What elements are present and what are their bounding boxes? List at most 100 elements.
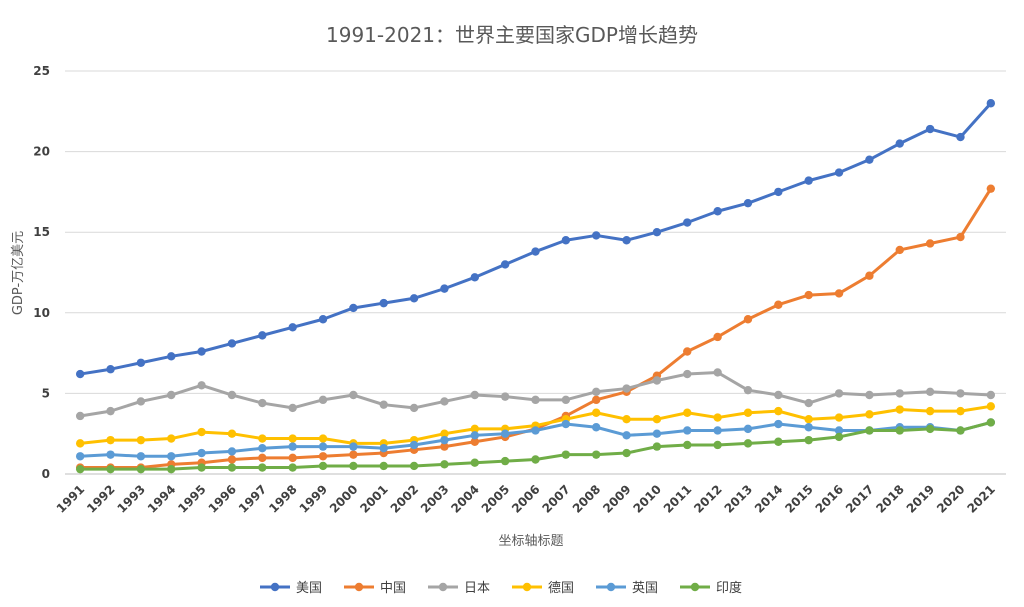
data-point: [561, 236, 571, 245]
data-point: [531, 395, 540, 405]
data-point: [106, 435, 115, 445]
data-point: [925, 406, 935, 416]
data-point: [834, 389, 844, 398]
data-point: [652, 429, 662, 438]
x-tick-label: 1992: [84, 482, 118, 516]
data-point: [592, 408, 601, 417]
data-point: [409, 403, 419, 413]
data-point: [774, 390, 783, 400]
data-point: [227, 429, 237, 438]
data-point: [470, 437, 479, 446]
series-line: [79, 102, 992, 376]
data-point: [622, 384, 631, 393]
data-point: [834, 413, 844, 422]
y-tick-label: 20: [33, 145, 50, 159]
x-tick-label: 2006: [509, 482, 543, 516]
data-point: [75, 369, 85, 379]
data-point: [652, 442, 662, 451]
data-point: [592, 231, 601, 240]
data-point: [743, 439, 753, 448]
data-point: [743, 408, 753, 417]
data-point: [349, 303, 358, 313]
data-point: [956, 132, 965, 142]
data-point: [227, 455, 237, 464]
data-point: [683, 440, 692, 450]
legend: 美国 中国 日本 德国 英国 印度: [260, 580, 742, 596]
y-axis-label: GDP-万亿美元: [11, 231, 26, 315]
series-5: [75, 418, 996, 474]
legend-swatch-marker: [522, 582, 532, 592]
x-tick-label: 2005: [479, 482, 513, 516]
series-0: [75, 99, 996, 379]
data-point: [865, 155, 874, 164]
x-tick-label: 1996: [206, 482, 240, 516]
series-line: [79, 370, 991, 418]
data-point: [622, 414, 631, 424]
data-point: [136, 358, 146, 367]
data-point: [197, 463, 206, 472]
data-point: [440, 397, 449, 406]
data-point: [652, 376, 662, 385]
data-point: [106, 450, 115, 459]
data-point: [561, 419, 571, 429]
data-point: [804, 414, 813, 424]
x-axis-label: 坐标轴标题: [498, 534, 563, 549]
data-point: [288, 453, 297, 463]
data-point: [561, 450, 571, 459]
legend-item-5: 印度: [680, 580, 742, 596]
data-point: [197, 448, 206, 458]
data-point: [713, 413, 722, 422]
data-point: [804, 290, 813, 300]
data-point: [318, 442, 328, 451]
y-tick-label: 0: [42, 467, 50, 481]
x-tick-label: 2017: [843, 482, 877, 516]
data-point: [318, 315, 328, 324]
data-point: [713, 332, 722, 342]
x-tick-label: 2002: [388, 482, 422, 516]
data-point: [895, 245, 904, 255]
data-point: [318, 434, 328, 443]
x-tick-label: 1993: [114, 482, 148, 516]
x-tick-label: 2003: [418, 482, 452, 516]
legend-label: 英国: [632, 581, 658, 596]
data-point: [318, 395, 328, 405]
data-point: [288, 434, 297, 443]
data-point: [865, 410, 874, 419]
data-point: [75, 411, 85, 421]
x-tick-label: 1999: [297, 482, 331, 516]
data-point: [683, 408, 692, 417]
data-point: [986, 402, 996, 411]
data-point: [227, 447, 237, 456]
data-point: [804, 176, 813, 185]
data-point: [288, 463, 297, 472]
data-point: [925, 124, 935, 134]
data-point: [227, 463, 237, 472]
data-point: [349, 450, 358, 459]
data-point: [683, 369, 692, 379]
grid-lines: [65, 70, 1006, 475]
data-point: [197, 427, 206, 437]
data-point: [288, 323, 297, 332]
data-point: [865, 426, 874, 435]
x-tick-label: 2011: [661, 482, 695, 516]
data-point: [895, 139, 904, 148]
x-tick-label: 2004: [448, 482, 482, 516]
data-point: [774, 437, 783, 446]
data-point: [288, 403, 297, 413]
data-point: [925, 424, 935, 434]
y-axis-ticks: 0 5 10 15 20 25: [33, 64, 50, 481]
data-point: [531, 426, 540, 435]
data-point: [834, 432, 844, 442]
y-tick-label: 10: [33, 306, 50, 320]
data-point: [470, 273, 479, 282]
data-point: [500, 429, 510, 438]
y-tick-label: 25: [33, 64, 50, 78]
x-tick-label: 2007: [539, 482, 573, 516]
y-tick-label: 15: [33, 225, 50, 239]
data-point: [258, 434, 267, 443]
data-point: [379, 298, 388, 308]
data-point: [440, 429, 449, 438]
data-point: [318, 461, 328, 471]
data-point: [167, 352, 176, 361]
